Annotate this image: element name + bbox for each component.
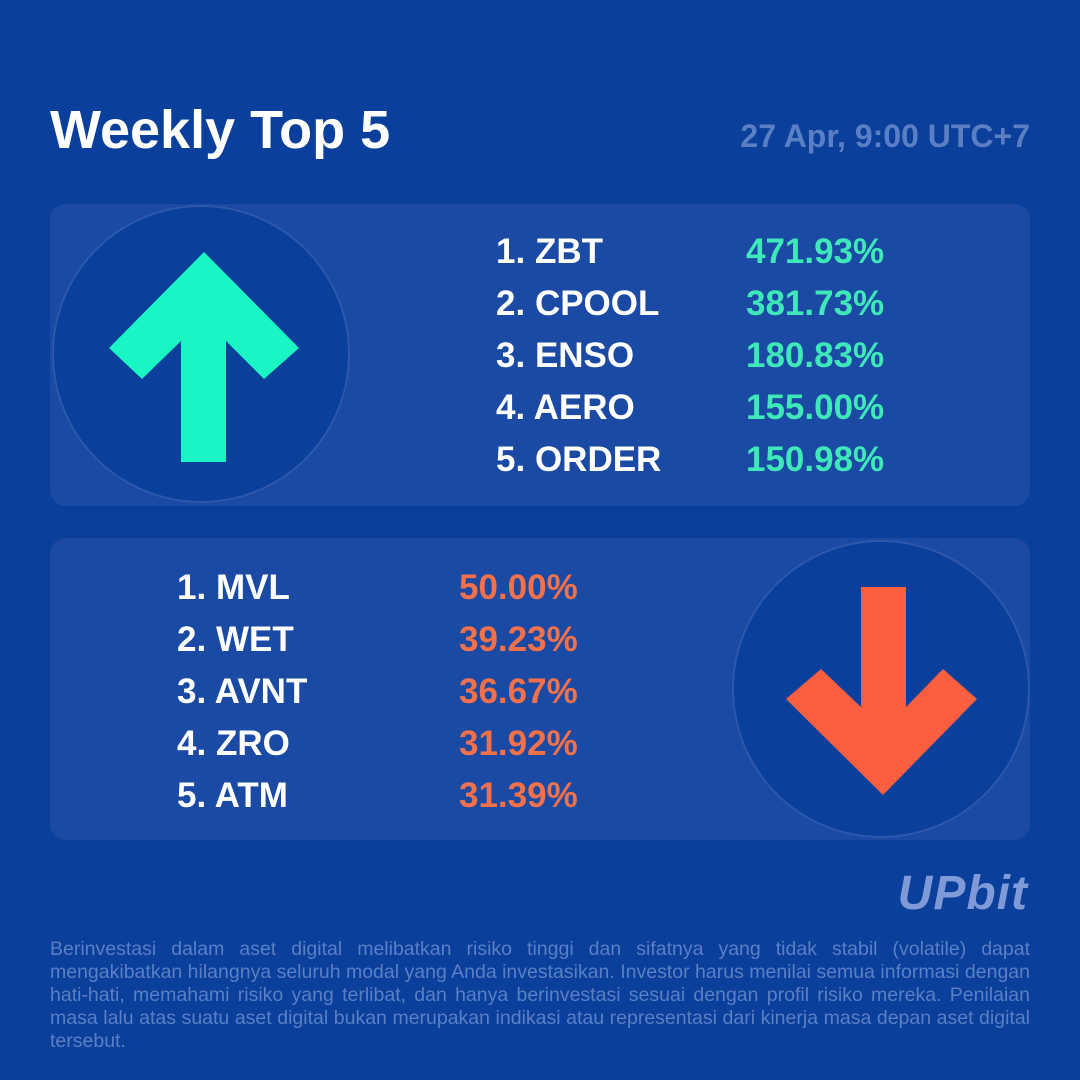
list-item: 4. ZRO 31.92%	[177, 718, 637, 770]
gainers-list: 1. ZBT 471.93% 2. CPOOL 381.73% 3. ENSO …	[496, 226, 956, 486]
page-title: Weekly Top 5	[50, 100, 391, 160]
disclaimer-text: Berinvestasi dalam aset digital melibatk…	[50, 938, 1030, 1052]
coin-change: 36.67%	[459, 672, 578, 711]
coin-name: 3. ENSO	[496, 336, 635, 375]
coin-name: 1. ZBT	[496, 232, 603, 271]
coin-change: 381.73%	[746, 284, 885, 323]
coin-change: 155.00%	[746, 388, 885, 427]
list-item: 2. CPOOL 381.73%	[496, 278, 956, 330]
list-item: 5. ATM 31.39%	[177, 770, 637, 822]
coin-change: 31.39%	[459, 776, 578, 815]
coin-change: 150.98%	[746, 440, 885, 479]
list-item: 4. AERO 155.00%	[496, 382, 956, 434]
losers-list: 1. MVL 50.00% 2. WET 39.23% 3. AVNT 36.6…	[177, 562, 637, 822]
list-item: 3. ENSO 180.83%	[496, 330, 956, 382]
coin-name: 4. AERO	[496, 388, 635, 427]
list-item: 1. MVL 50.00%	[177, 562, 637, 614]
coin-name: 4. ZRO	[177, 724, 290, 763]
gainers-icon-circle	[52, 205, 350, 503]
arrow-up-icon	[109, 252, 299, 462]
coin-change: 50.00%	[459, 568, 578, 607]
coin-name: 3. AVNT	[177, 672, 308, 711]
coin-name: 2. WET	[177, 620, 294, 659]
coin-change: 31.92%	[459, 724, 578, 763]
coin-change: 471.93%	[746, 232, 885, 271]
date-timestamp: 27 Apr, 9:00 UTC+7	[740, 118, 1030, 154]
coin-name: 5. ORDER	[496, 440, 662, 479]
list-item: 1. ZBT 471.93%	[496, 226, 956, 278]
upbit-logo: UPbit	[897, 867, 1028, 920]
losers-icon-circle	[732, 540, 1030, 838]
coin-name: 2. CPOOL	[496, 284, 660, 323]
list-item: 5. ORDER 150.98%	[496, 434, 956, 486]
coin-change: 39.23%	[459, 620, 578, 659]
coin-change: 180.83%	[746, 336, 885, 375]
list-item: 2. WET 39.23%	[177, 614, 637, 666]
list-item: 3. AVNT 36.67%	[177, 666, 637, 718]
coin-name: 5. ATM	[177, 776, 288, 815]
coin-name: 1. MVL	[177, 568, 290, 607]
arrow-down-icon	[786, 587, 977, 795]
